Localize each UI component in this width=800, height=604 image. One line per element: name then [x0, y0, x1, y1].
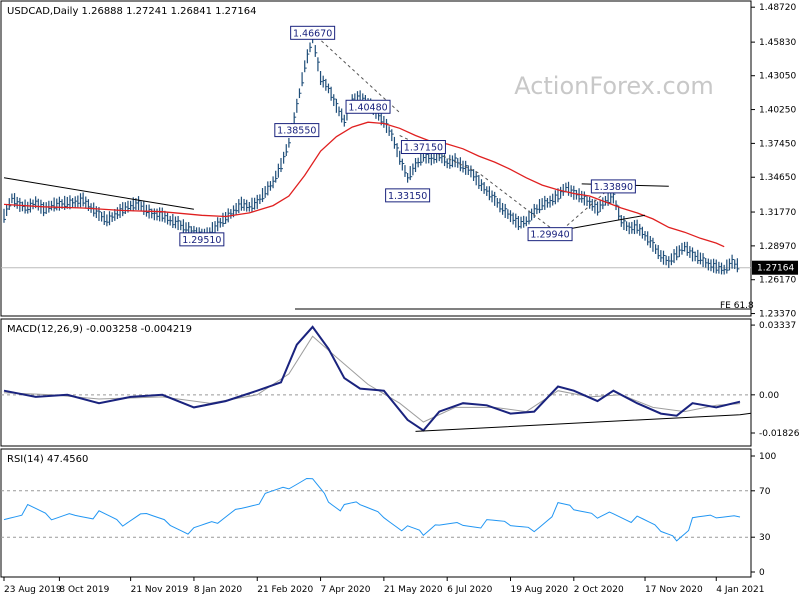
price-level-label: 1.40480 — [348, 102, 387, 113]
price-ytick-label: 1.37450 — [759, 139, 796, 149]
price-level-box — [274, 123, 320, 138]
rsi-ytick-label: 100 — [759, 452, 776, 462]
price-level-box — [345, 99, 391, 114]
x-tick-label: 21 Feb 2020 — [257, 585, 313, 595]
macd-trendline — [415, 412, 752, 432]
x-tick-label: 23 Aug 2019 — [4, 585, 62, 595]
x-tick-label: 19 Aug 2020 — [510, 585, 568, 595]
dashed-trendline — [312, 32, 401, 113]
current-price-label: 1.27164 — [757, 264, 794, 274]
rsi-title: RSI(14) 47.4560 — [7, 454, 88, 465]
trendline — [3, 177, 194, 210]
x-tick-label: 6 Jul 2020 — [447, 585, 492, 595]
rsi-panel-frame — [0, 448, 752, 578]
rsi-ytick-label: 30 — [759, 533, 771, 543]
macd-ytick-label: -0.018262 — [759, 429, 800, 439]
price-ytick-label: 1.48720 — [759, 3, 796, 13]
price-ytick-label: 1.23370 — [759, 310, 796, 320]
price-ytick-label: 1.28970 — [759, 242, 796, 252]
price-level-box — [385, 188, 431, 203]
rsi-ytick-label: 70 — [759, 487, 771, 497]
price-title: USDCAD,Daily 1.26888 1.27241 1.26841 1.2… — [7, 6, 257, 17]
rsi-line — [3, 477, 741, 542]
x-tick-label: 2 Oct 2020 — [574, 585, 624, 595]
x-tick-label: 8 Oct 2019 — [59, 585, 109, 595]
price-level-label: 1.46670 — [293, 28, 332, 39]
current-price-box — [752, 260, 798, 275]
x-tick-label: 21 May 2020 — [384, 585, 443, 595]
macd-ytick-label: 0.03337 — [759, 321, 796, 331]
price-level-label: 1.33150 — [388, 191, 427, 202]
x-tick-label: 4 Jan 2021 — [716, 585, 764, 595]
price-ytick-label: 1.40250 — [759, 106, 796, 116]
rsi-layer — [1, 477, 751, 542]
price-level-box — [290, 25, 336, 40]
price-level-label: 1.29940 — [530, 230, 569, 241]
price-level-label: 1.33890 — [594, 182, 633, 193]
price-panel-frame — [0, 0, 752, 317]
price-level-label: 1.37150 — [404, 143, 443, 154]
price-ytick-label: 1.43050 — [759, 72, 796, 82]
price-ytick-label: 1.34650 — [759, 173, 796, 183]
price-level-label: 1.38550 — [277, 126, 316, 137]
price-level-box — [590, 179, 636, 194]
price-level-box — [527, 227, 573, 242]
price-level-box — [400, 140, 446, 155]
macd-ytick-label: 0.00 — [759, 391, 779, 401]
macd-signal-line — [3, 335, 741, 423]
watermark: ActionForex.com — [514, 72, 714, 100]
x-tick-label: 17 Nov 2020 — [645, 585, 703, 595]
price-layer: 1.46670 1.38550 1.29510 1.40480 1.37150 1.331… — [1, 25, 751, 310]
fib-label: FE 61.8 — [720, 301, 754, 311]
price-level-box — [179, 232, 225, 247]
price-level-label: 1.29510 — [182, 235, 221, 246]
macd-layer — [1, 325, 752, 432]
price-ytick-label: 1.45830 — [759, 38, 796, 48]
price-ytick-label: 1.26170 — [759, 276, 796, 286]
price-ytick-label: 1.31770 — [759, 208, 796, 218]
macd-line — [3, 325, 741, 432]
x-tick-label: 21 Nov 2019 — [131, 585, 189, 595]
axis-layer: 1.48720 1.45830 1.43050 1.40250 1.37450 1.346… — [3, 3, 800, 595]
x-tick-label: 8 Jan 2020 — [194, 585, 242, 595]
macd-panel-frame — [0, 318, 752, 447]
macd-title: MACD(12,26,9) -0.003258 -0.004219 — [7, 324, 192, 335]
x-tick-label: 7 Apr 2020 — [321, 585, 371, 595]
rsi-ytick-label: 0 — [759, 568, 765, 578]
